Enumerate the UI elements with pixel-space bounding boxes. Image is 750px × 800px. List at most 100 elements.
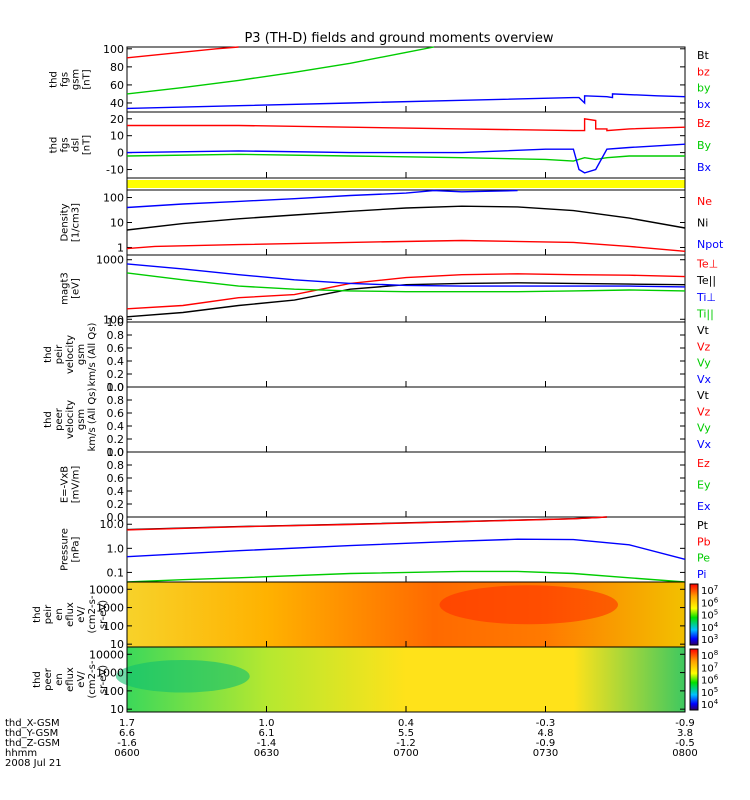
y-axis-label: thd (43, 346, 54, 363)
colorbar-label: 104 (701, 621, 719, 634)
x-axis-value: -1.2 (396, 738, 416, 749)
legend-entry: Te⊥ (696, 257, 718, 270)
legend-entry: Ti|| (696, 308, 714, 321)
series-Ti|| (126, 272, 686, 293)
legend-entry: bx (697, 98, 711, 111)
legend-entry: Pe (697, 552, 710, 565)
heatmap-hot-core (439, 585, 619, 625)
y-tick-label: -10 (106, 164, 124, 177)
y-tick-label: 1000 (96, 254, 124, 267)
yellow-status-bar (127, 180, 685, 188)
series-Ni (126, 205, 686, 231)
colorbar-label: 103 (701, 633, 718, 646)
y-axis-label: [mV/m] (71, 466, 82, 504)
x-axis-value: 1.7 (119, 718, 135, 729)
x-axis-labels: thd_X-GSM 1.7 1.0 0.4 -0.3 -0.9 thd_Y-GSM 6.6 6.… (5, 718, 698, 769)
series-Npot (126, 189, 518, 209)
y-axis-label: km/s (All Qs) (87, 388, 98, 452)
panel-pressure: 0.1 1.0 10.0 Pressure [nPa] Pt Pb Pe Pi (60, 516, 711, 583)
x-axis-date: 2008 Jul 21 (5, 758, 62, 769)
y-tick-label: 10 (110, 217, 124, 230)
y-axis-label: thd (32, 671, 43, 688)
x-axis-value: 0.4 (398, 718, 414, 729)
y-tick-label: 0.8 (107, 394, 125, 407)
panel-frame (126, 386, 686, 453)
y-axis-label: eV/ (76, 671, 87, 688)
y-tick-label: 0.0 (107, 381, 125, 394)
y-axis-label: [nPa] (71, 536, 82, 562)
y-tick-label: 100 (103, 620, 124, 633)
legend-entry: Pb (697, 535, 711, 548)
panel-temperature: 100 1000 magt3 [eV] Te⊥ Te|| Ti⊥ Ti|| (60, 254, 719, 327)
x-axis-value: 0730 (533, 748, 558, 759)
y-tick-label: 1.0 (107, 381, 125, 394)
legend-entry: Vx (697, 438, 712, 451)
y-tick-label: 0.1 (107, 566, 125, 579)
y-tick-label: 10 (110, 638, 124, 651)
y-axis-label: peer (43, 667, 54, 691)
series-Pb (126, 516, 607, 531)
legend-entry: Te|| (696, 274, 716, 287)
x-axis-row-label: thd_X-GSM (5, 718, 60, 729)
y-axis-label: peer (54, 407, 65, 431)
x-axis-value: 6.6 (119, 728, 135, 739)
legend-entry: Ni (697, 217, 708, 230)
legend-entry: Vz (697, 340, 711, 353)
series-Ti⊥ (126, 263, 686, 288)
colorbar-label: 107 (701, 661, 718, 674)
y-tick-label: 100 (103, 313, 124, 326)
y-tick-label: 10000 (89, 648, 124, 661)
y-tick-label: 1 (117, 241, 124, 254)
y-tick-label: 1.0 (107, 316, 125, 329)
y-axis-label: [eV] (71, 278, 82, 299)
legend-entry: bz (697, 65, 710, 78)
heatmap-green-band (115, 660, 250, 693)
panel-fgs_dsl_nT: -10 0 10 20 thd fgs dsl [nT] Bz By Bx (49, 111, 712, 179)
y-axis-label: velocity (65, 400, 76, 439)
y-tick-label: 0 (117, 147, 124, 160)
colorbar-label: 105 (701, 686, 718, 699)
legend-entry: Ne (697, 195, 712, 208)
colorbar-label: 108 (701, 649, 718, 662)
legend-entry: Ez (697, 457, 710, 470)
y-axis-label: (cm2-s- (87, 595, 98, 633)
y-axis-label: velocity (65, 335, 76, 374)
x-axis-row-label: hhmm (5, 748, 37, 759)
series-Bz (127, 117, 686, 132)
panel-fgs_gsm_nT: 40 60 80 100 thd fgs gsm [nT] Bt bz by bx (49, 43, 711, 113)
legend-entry: Vt (697, 389, 710, 402)
x-axis-value: 1.0 (259, 718, 275, 729)
legend-entry: by (697, 82, 711, 95)
y-axis-label: (cm2-s- (87, 660, 98, 698)
legend-entry: By (697, 139, 712, 152)
series-Bx (126, 143, 686, 174)
x-axis-value: -0.5 (675, 738, 695, 749)
x-axis-value: 6.1 (259, 728, 275, 739)
panel-frame (126, 321, 686, 388)
x-axis-value: -0.9 (675, 718, 695, 729)
y-axis-label: km/s (All Qs) (87, 323, 98, 387)
colorbar-label: 105 (701, 609, 718, 622)
legend-entry: Bz (697, 117, 711, 130)
y-tick-label: 10.0 (100, 518, 125, 531)
legend-entry: Vy (697, 357, 711, 370)
y-axis-label: magt3 (60, 272, 71, 305)
legend-entry: Vt (697, 324, 710, 337)
y-axis-label: gsm (76, 409, 87, 430)
y-axis-label: gsm (71, 69, 82, 90)
panel-yellow_bar (126, 177, 686, 191)
y-tick-label: 100 (103, 192, 124, 205)
y-tick-label: 20 (110, 113, 124, 126)
y-tick-label: 0.6 (107, 472, 125, 485)
series-bx (126, 93, 686, 110)
y-axis-label: thd (32, 606, 43, 623)
x-axis-value: 0630 (254, 748, 279, 759)
x-axis-value: -1.6 (117, 738, 137, 749)
x-axis-value: -0.9 (536, 738, 556, 749)
y-tick-label: 10 (110, 130, 124, 143)
